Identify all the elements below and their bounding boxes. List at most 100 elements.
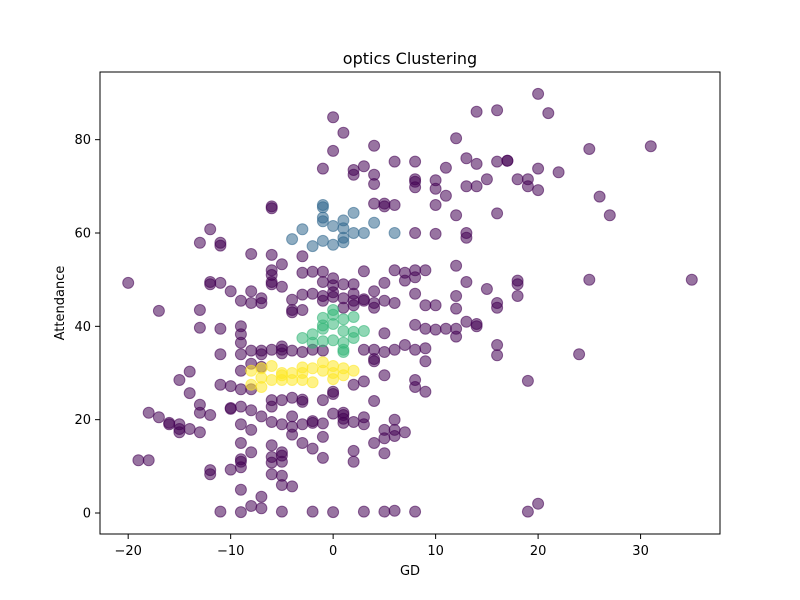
point-noise-182 — [378, 276, 391, 289]
point-noise-192 — [388, 199, 401, 211]
point-noise-101 — [286, 410, 299, 423]
point-noise-212 — [409, 318, 422, 331]
point-noise-215 — [409, 381, 422, 393]
point-cluster_0-17 — [337, 231, 350, 244]
point-noise-263 — [511, 278, 524, 291]
point-noise-235 — [450, 290, 463, 302]
point-cluster_2-0 — [245, 364, 258, 377]
point-noise-168 — [368, 139, 381, 152]
point-cluster_0-7 — [327, 220, 340, 232]
point-noise-218 — [419, 299, 432, 312]
point-noise-49 — [234, 483, 247, 496]
point-noise-4 — [152, 304, 165, 317]
point-noise-84 — [275, 280, 288, 293]
x-axis: −20 −10 0 10 20 30 — [114, 534, 649, 559]
point-noise-28 — [214, 322, 227, 335]
point-noise-29 — [214, 348, 227, 361]
point-noise-268 — [521, 505, 534, 518]
point-noise-278 — [593, 190, 606, 203]
point-noise-254 — [491, 207, 504, 220]
point-cluster_0-14 — [357, 227, 370, 239]
point-noise-266 — [521, 180, 534, 193]
point-noise-148 — [337, 416, 350, 429]
point-noise-50 — [234, 506, 247, 519]
point-noise-70 — [265, 202, 278, 215]
point-noise-244 — [460, 315, 473, 328]
point-noise-163 — [357, 343, 370, 356]
point-noise-196 — [388, 413, 401, 426]
point-cluster_1-0 — [296, 332, 309, 344]
point-noise-174 — [368, 301, 381, 314]
x-tick-label-5: 30 — [632, 544, 649, 559]
point-cluster_0-2 — [306, 240, 319, 253]
point-noise-75 — [265, 343, 278, 356]
point-noise-45 — [234, 437, 247, 449]
point-cluster_2-4 — [265, 374, 278, 386]
point-noise-0 — [122, 276, 135, 289]
point-noise-123 — [316, 276, 329, 288]
point-noise-39 — [234, 336, 247, 349]
point-cluster_1-17 — [327, 308, 340, 321]
x-tick-label-3: 10 — [427, 544, 444, 559]
point-noise-104 — [286, 480, 299, 493]
point-noise-242 — [460, 231, 473, 244]
point-noise-92 — [275, 455, 288, 468]
point-noise-129 — [316, 430, 329, 443]
point-noise-267 — [521, 374, 534, 387]
point-noise-281 — [685, 273, 698, 286]
point-cluster_0-8 — [327, 238, 340, 251]
point-noise-280 — [644, 140, 657, 153]
point-noise-26 — [214, 239, 227, 252]
point-noise-257 — [491, 339, 504, 351]
point-noise-12 — [183, 387, 196, 400]
point-cluster_2-11 — [296, 374, 309, 386]
point-noise-225 — [429, 199, 442, 211]
point-noise-27 — [214, 276, 227, 289]
point-noise-113 — [296, 437, 309, 449]
x-tick-label-1: −10 — [217, 544, 244, 559]
point-noise-234 — [450, 259, 463, 272]
point-cluster_2-1 — [245, 378, 258, 391]
point-noise-216 — [409, 505, 422, 518]
point-cluster_2-3 — [255, 381, 268, 393]
point-noise-60 — [245, 500, 258, 512]
point-noise-239 — [460, 152, 473, 165]
point-noise-226 — [429, 227, 442, 240]
point-noise-217 — [419, 264, 432, 277]
point-cluster_1-5 — [316, 322, 329, 335]
y-axis-title: Attendance — [53, 266, 68, 341]
point-noise-198 — [388, 430, 401, 442]
point-noise-40 — [234, 348, 247, 361]
point-noise-203 — [398, 426, 411, 439]
point-noise-227 — [429, 299, 442, 312]
point-noise-96 — [286, 293, 299, 306]
point-noise-59 — [245, 446, 258, 459]
point-noise-14 — [193, 236, 206, 249]
point-noise-132 — [327, 144, 340, 157]
point-noise-202 — [398, 339, 411, 351]
point-noise-240 — [460, 180, 473, 193]
point-noise-261 — [511, 173, 524, 186]
point-noise-211 — [409, 287, 422, 300]
point-noise-95 — [275, 505, 288, 518]
point-noise-1 — [132, 454, 145, 467]
point-noise-251 — [480, 283, 493, 295]
point-noise-213 — [409, 343, 422, 356]
point-noise-178 — [368, 395, 381, 407]
point-noise-108 — [296, 304, 309, 316]
point-noise-98 — [286, 306, 299, 319]
point-noise-232 — [450, 132, 463, 145]
point-noise-228 — [429, 323, 442, 336]
point-noise-201 — [398, 274, 411, 287]
point-noise-183 — [378, 294, 391, 307]
point-noise-189 — [378, 447, 391, 460]
point-noise-71 — [265, 248, 278, 261]
point-noise-186 — [378, 369, 391, 382]
point-cluster_0-16 — [388, 227, 401, 239]
point-noise-41 — [234, 364, 247, 377]
point-noise-256 — [491, 301, 504, 314]
point-noise-156 — [347, 416, 360, 428]
point-cluster_0-6 — [316, 201, 329, 214]
point-noise-57 — [245, 404, 258, 417]
